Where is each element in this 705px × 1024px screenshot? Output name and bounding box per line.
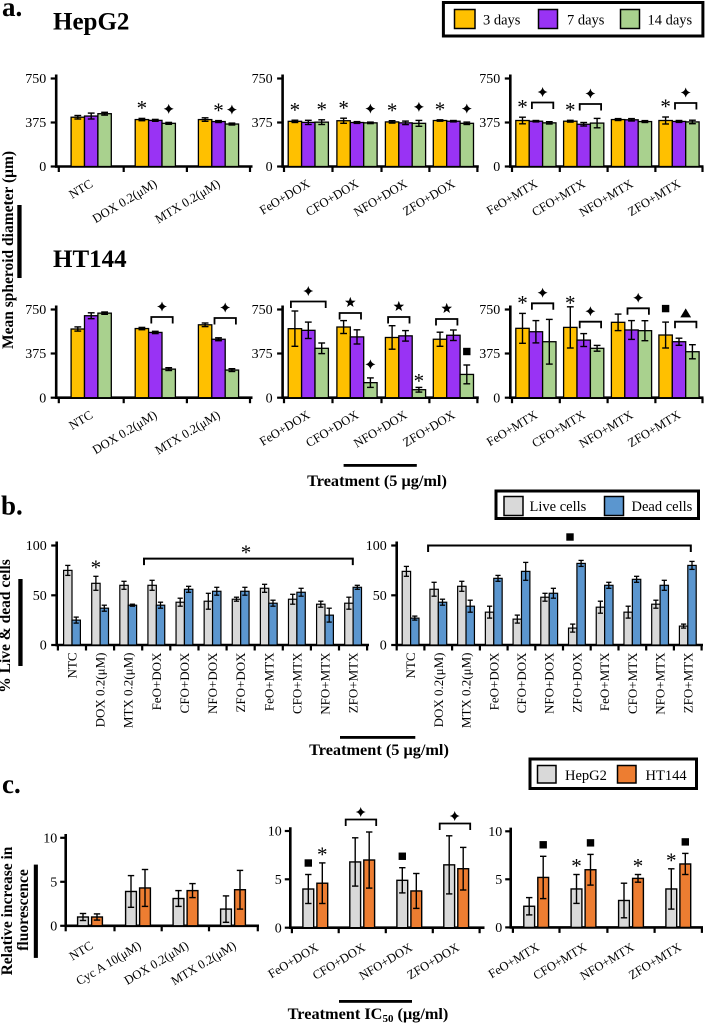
svg-text:CFO+DOX: CFO+DOX (514, 652, 529, 713)
svg-text:*: * (316, 98, 327, 122)
svg-text:*: * (91, 556, 102, 580)
svg-text:Treatment IC50 (μg/ml): Treatment IC50 (μg/ml) (288, 1004, 449, 1024)
svg-text:HepG2: HepG2 (565, 768, 607, 784)
svg-text:*: * (317, 843, 328, 867)
svg-text:3 days: 3 days (483, 13, 521, 29)
svg-text:*: * (517, 291, 528, 315)
svg-text:0: 0 (493, 391, 500, 406)
svg-text:*: * (666, 849, 677, 873)
svg-text:FeO+DOX: FeO+DOX (149, 652, 164, 710)
svg-text:0: 0 (266, 391, 273, 406)
svg-text:5: 5 (495, 873, 502, 888)
svg-text:0: 0 (380, 639, 387, 654)
svg-text:375: 375 (252, 116, 273, 131)
svg-text:Relative increase in: Relative increase in (0, 846, 16, 975)
svg-text:0: 0 (493, 160, 500, 175)
svg-text:HT144: HT144 (646, 768, 688, 784)
svg-text:Treatment (5 μg/ml): Treatment (5 μg/ml) (307, 471, 447, 490)
svg-text:Treatment (5 μg/ml): Treatment (5 μg/ml) (309, 740, 449, 759)
svg-text:Live cells: Live cells (530, 499, 587, 515)
svg-text:5: 5 (50, 875, 57, 890)
svg-text:0: 0 (495, 921, 502, 936)
svg-text:0: 0 (39, 160, 46, 175)
svg-text:750: 750 (25, 72, 46, 87)
svg-text:0: 0 (39, 391, 46, 406)
svg-text:HepG2: HepG2 (53, 9, 129, 36)
svg-text:0: 0 (40, 639, 47, 654)
svg-text:10: 10 (43, 831, 57, 846)
svg-text:*: * (571, 854, 582, 878)
svg-text:ZFO+DOX: ZFO+DOX (233, 652, 248, 713)
svg-text:b.: b. (1, 491, 23, 521)
svg-text:ZFO+DOX: ZFO+DOX (569, 652, 584, 713)
svg-text:ZFO+MTX: ZFO+MTX (680, 652, 695, 713)
svg-text:750: 750 (479, 303, 500, 318)
svg-text:ZFO+MTX: ZFO+MTX (346, 652, 361, 713)
svg-text:c.: c. (2, 769, 21, 799)
svg-text:50: 50 (373, 589, 387, 604)
svg-text:375: 375 (25, 347, 46, 362)
svg-text:fluorescence: fluorescence (15, 869, 32, 951)
svg-text:NTC: NTC (403, 653, 418, 679)
svg-text:% Live & dead cells: % Live & dead cells (0, 559, 14, 692)
svg-text:DOX 0.2(μM): DOX 0.2(μM) (93, 653, 108, 728)
svg-text:100: 100 (366, 539, 387, 554)
svg-text:MTX 0.2(μM): MTX 0.2(μM) (121, 653, 136, 729)
svg-text:375: 375 (25, 116, 46, 131)
svg-text:NFO+DOX: NFO+DOX (205, 652, 220, 714)
svg-text:DOX 0.2(μM): DOX 0.2(μM) (431, 653, 446, 728)
svg-text:7 days: 7 days (567, 13, 605, 29)
svg-text:MTX 0.2(μM): MTX 0.2(μM) (459, 653, 474, 729)
svg-text:*: * (290, 98, 301, 122)
svg-text:*: * (565, 291, 576, 315)
svg-text:0: 0 (50, 919, 57, 934)
svg-text:HT144: HT144 (53, 246, 127, 273)
svg-text:750: 750 (25, 303, 46, 318)
svg-text:*: * (660, 95, 671, 119)
svg-text:a.: a. (2, 0, 22, 22)
svg-text:750: 750 (252, 72, 273, 87)
svg-text:*: * (633, 854, 644, 878)
svg-text:100: 100 (26, 539, 47, 554)
svg-text:*: * (387, 98, 398, 122)
svg-text:NTC: NTC (65, 653, 80, 679)
svg-text:NFO+DOX: NFO+DOX (542, 652, 557, 714)
svg-text:*: * (435, 98, 446, 122)
svg-text:50: 50 (33, 589, 47, 604)
svg-text:CFO+DOX: CFO+DOX (177, 652, 192, 713)
svg-text:NFO+MTX: NFO+MTX (653, 652, 668, 715)
svg-text:0: 0 (266, 160, 273, 175)
svg-text:750: 750 (479, 72, 500, 87)
svg-text:NFO+MTX: NFO+MTX (317, 652, 332, 715)
svg-text:5: 5 (275, 873, 282, 888)
svg-text:*: * (137, 96, 148, 120)
svg-text:*: * (414, 369, 425, 393)
svg-text:375: 375 (479, 116, 500, 131)
svg-text:FeO+MTX: FeO+MTX (597, 652, 612, 711)
svg-text:Mean spheroid diameter (μm): Mean spheroid diameter (μm) (0, 151, 17, 349)
svg-text:375: 375 (479, 347, 500, 362)
svg-text:*: * (241, 541, 252, 565)
svg-text:10: 10 (268, 825, 282, 840)
svg-text:CFO+MTX: CFO+MTX (289, 652, 304, 714)
svg-text:*: * (565, 98, 576, 122)
svg-text:CFO+MTX: CFO+MTX (625, 652, 640, 714)
svg-text:FeO+MTX: FeO+MTX (261, 652, 276, 711)
svg-text:*: * (213, 98, 224, 122)
svg-text:*: * (517, 95, 528, 119)
svg-text:FeO+DOX: FeO+DOX (486, 652, 501, 710)
svg-text:10: 10 (488, 825, 502, 840)
svg-text:14 days: 14 days (648, 13, 693, 29)
svg-text:750: 750 (252, 303, 273, 318)
svg-text:*: * (338, 96, 349, 120)
svg-text:Dead cells: Dead cells (632, 499, 693, 515)
svg-text:0: 0 (275, 921, 282, 936)
svg-text:375: 375 (252, 347, 273, 362)
